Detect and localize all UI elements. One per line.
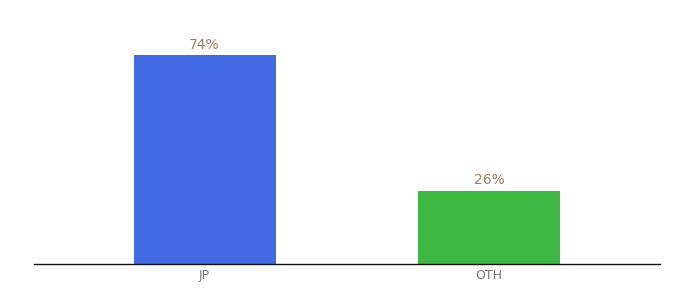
Text: 26%: 26%	[473, 173, 505, 187]
Bar	[133, 55, 275, 264]
Text: 74%: 74%	[189, 38, 220, 52]
Bar	[418, 190, 560, 264]
